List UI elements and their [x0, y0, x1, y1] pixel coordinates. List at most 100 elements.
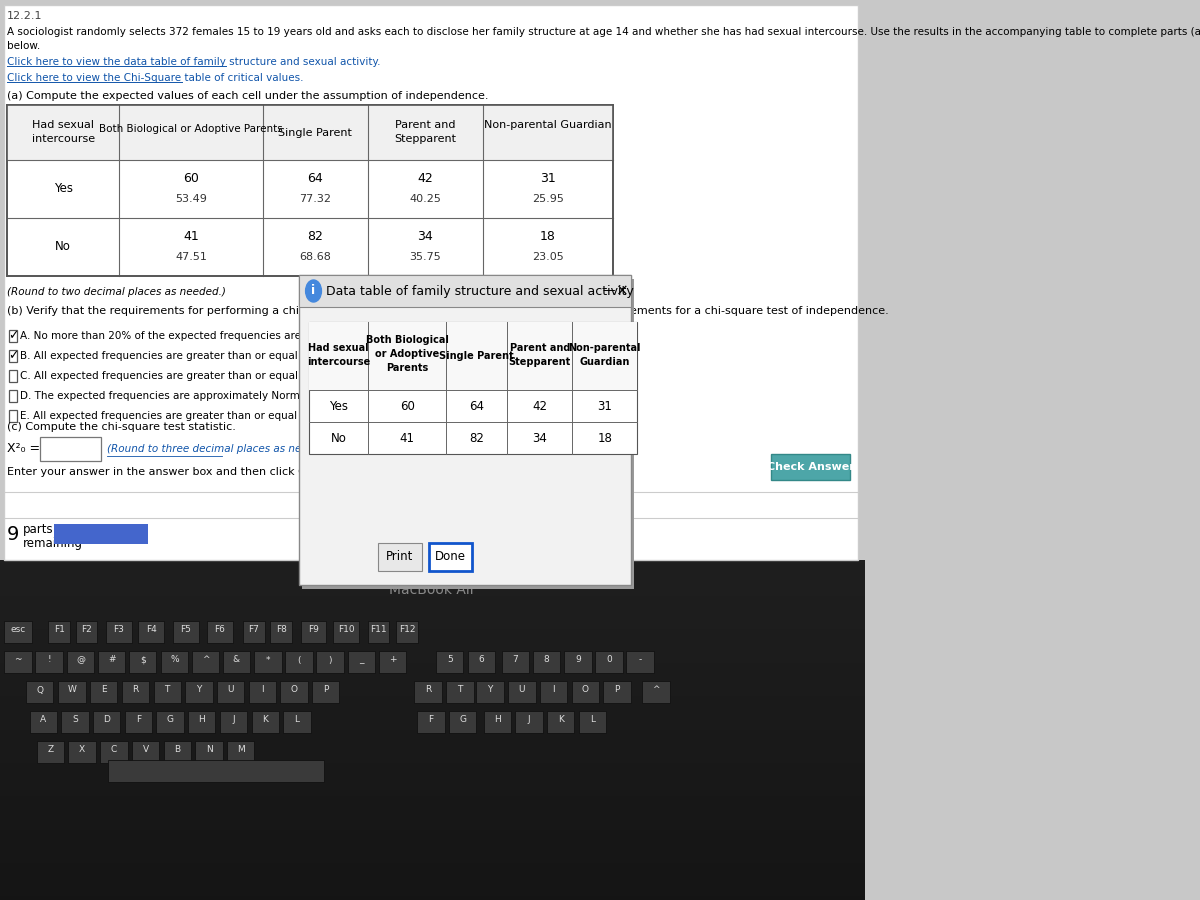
FancyBboxPatch shape	[106, 621, 132, 643]
Bar	[0, 682, 865, 683]
Text: (a) Compute the expected values of each cell under the assumption of independenc: (a) Compute the expected values of each …	[7, 91, 488, 101]
Text: I: I	[262, 686, 264, 695]
FancyBboxPatch shape	[0, 560, 865, 900]
Text: ×: ×	[616, 284, 629, 299]
Bar	[0, 565, 865, 566]
Text: (Round to two decimal places as needed.): (Round to two decimal places as needed.)	[7, 287, 226, 297]
FancyBboxPatch shape	[242, 621, 264, 643]
Bar	[0, 845, 865, 846]
FancyBboxPatch shape	[302, 279, 634, 589]
Bar	[0, 724, 865, 725]
Text: Print: Print	[386, 551, 414, 563]
Bar	[0, 611, 865, 612]
Bar	[0, 854, 865, 855]
FancyBboxPatch shape	[227, 741, 254, 763]
Bar	[0, 752, 865, 753]
Text: below.: below.	[7, 41, 41, 51]
Bar	[0, 821, 865, 822]
Bar	[0, 697, 865, 698]
Bar	[0, 622, 865, 623]
Bar	[0, 659, 865, 660]
Text: 34: 34	[533, 431, 547, 445]
Bar	[0, 787, 865, 788]
Bar	[0, 570, 865, 571]
Text: F5: F5	[180, 626, 191, 634]
Bar	[0, 599, 865, 600]
Text: O: O	[582, 686, 589, 695]
FancyBboxPatch shape	[61, 711, 89, 733]
Text: F: F	[136, 716, 140, 724]
Bar	[0, 602, 865, 603]
Bar	[0, 899, 865, 900]
Bar	[0, 716, 865, 717]
Text: K: K	[558, 716, 564, 724]
Bar	[0, 707, 865, 708]
Text: $: $	[140, 655, 145, 664]
Bar	[0, 747, 865, 748]
Bar	[0, 729, 865, 730]
FancyBboxPatch shape	[122, 681, 149, 703]
Bar	[0, 708, 865, 709]
Bar	[0, 596, 865, 597]
Bar	[0, 744, 865, 745]
Bar	[0, 853, 865, 854]
Bar	[0, 575, 865, 576]
FancyBboxPatch shape	[248, 681, 276, 703]
Text: 18: 18	[598, 431, 612, 445]
Bar	[0, 577, 865, 578]
Bar	[0, 873, 865, 874]
Bar	[0, 662, 865, 663]
FancyBboxPatch shape	[8, 350, 17, 362]
Bar	[0, 766, 865, 767]
FancyBboxPatch shape	[626, 651, 654, 673]
Bar	[0, 605, 865, 606]
Bar	[0, 604, 865, 605]
Text: #: #	[108, 655, 115, 664]
Bar	[0, 619, 865, 620]
Text: 5: 5	[446, 655, 452, 664]
Bar	[0, 817, 865, 818]
Text: Had sexual: Had sexual	[32, 120, 94, 130]
Text: 82: 82	[469, 431, 484, 445]
Text: F6: F6	[215, 626, 226, 634]
Bar	[0, 652, 865, 653]
Bar	[0, 633, 865, 634]
Bar	[0, 884, 865, 885]
FancyBboxPatch shape	[92, 711, 120, 733]
Bar	[0, 836, 865, 837]
Bar	[0, 800, 865, 801]
Bar	[0, 832, 865, 833]
Bar	[0, 589, 865, 590]
Text: C. All expected frequencies are greater than or equal to 10.: C. All expected frequencies are greater …	[20, 371, 331, 381]
Text: *: *	[266, 655, 270, 664]
FancyBboxPatch shape	[595, 651, 623, 673]
Bar	[0, 734, 865, 735]
Bar	[0, 769, 865, 770]
Bar	[0, 816, 865, 817]
Bar	[0, 862, 865, 863]
Bar	[0, 591, 865, 592]
Bar	[0, 719, 865, 720]
FancyBboxPatch shape	[396, 621, 418, 643]
Bar	[0, 685, 865, 686]
FancyBboxPatch shape	[436, 651, 463, 673]
Bar	[0, 746, 865, 747]
FancyBboxPatch shape	[5, 621, 31, 643]
Text: 25.95: 25.95	[532, 194, 564, 204]
Bar	[0, 612, 865, 613]
Bar	[0, 638, 865, 639]
Bar	[0, 805, 865, 806]
Bar	[0, 831, 865, 832]
Text: (: (	[298, 655, 301, 664]
Bar	[0, 812, 865, 813]
Bar	[0, 874, 865, 875]
Text: F7: F7	[248, 626, 259, 634]
Bar	[0, 674, 865, 675]
Bar	[0, 782, 865, 783]
Bar	[0, 792, 865, 793]
Bar	[0, 861, 865, 862]
Bar	[0, 597, 865, 598]
Bar	[0, 592, 865, 593]
Bar	[0, 658, 865, 659]
Bar	[0, 623, 865, 624]
